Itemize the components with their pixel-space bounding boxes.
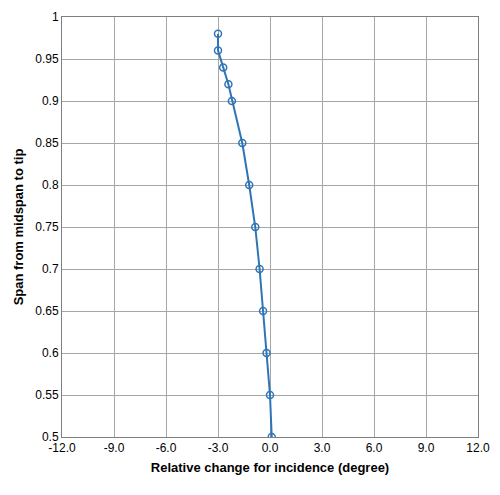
svg-text:0.55: 0.55: [35, 388, 59, 402]
svg-text:6.0: 6.0: [366, 441, 383, 455]
svg-text:Span from midspan to tip: Span from midspan to tip: [11, 149, 26, 306]
svg-text:Relative change for incidence: Relative change for incidence (degree): [151, 460, 389, 475]
svg-text:0.0: 0.0: [262, 441, 279, 455]
svg-text:0.8: 0.8: [42, 178, 59, 192]
svg-text:-6.0: -6.0: [156, 441, 177, 455]
svg-text:0.9: 0.9: [42, 94, 59, 108]
svg-text:-3.0: -3.0: [208, 441, 229, 455]
svg-text:0.5: 0.5: [42, 430, 59, 444]
svg-text:1: 1: [52, 10, 59, 24]
svg-text:12.0: 12.0: [466, 441, 490, 455]
svg-text:0.85: 0.85: [35, 136, 59, 150]
svg-text:-9.0: -9.0: [104, 441, 125, 455]
svg-text:-12.0: -12.0: [48, 441, 76, 455]
svg-text:0.7: 0.7: [42, 262, 59, 276]
svg-text:3.0: 3.0: [314, 441, 331, 455]
svg-text:0.95: 0.95: [35, 52, 59, 66]
svg-text:0.6: 0.6: [42, 346, 59, 360]
svg-text:9.0: 9.0: [418, 441, 435, 455]
svg-text:0.65: 0.65: [35, 304, 59, 318]
svg-text:0.75: 0.75: [35, 220, 59, 234]
